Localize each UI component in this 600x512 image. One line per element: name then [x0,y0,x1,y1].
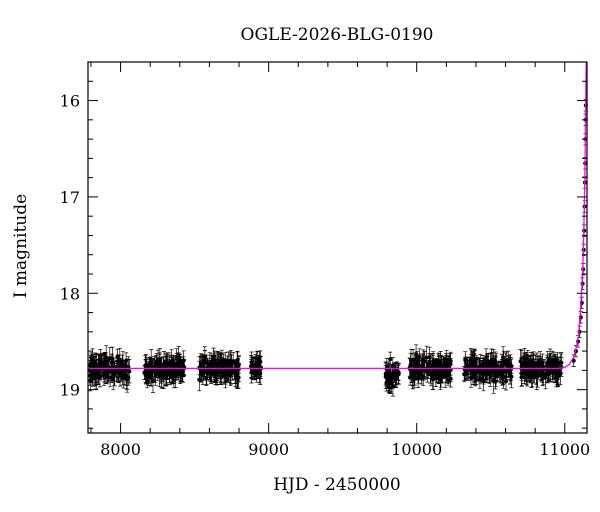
x-axis: 8000 9000 10000 11000 [90,62,590,459]
x-tick-label: 9000 [248,440,289,459]
plot-frame [87,61,588,434]
y-tick-label: 19 [60,381,80,400]
chart-title: OGLE-2026-BLG-0190 [241,25,434,45]
x-tick-label: 8000 [100,440,141,459]
y-axis-label: I magnitude [11,194,31,298]
x-tick-label: 11000 [539,440,590,459]
error-bars [87,99,588,397]
plot-area [87,61,588,434]
y-tick-label: 17 [60,188,80,207]
y-tick-label: 16 [60,92,80,111]
model-curve [88,61,587,370]
x-tick-label: 10000 [391,440,442,459]
x-axis-label: HJD - 2450000 [273,475,401,495]
y-axis: 16 17 18 19 [60,61,587,429]
y-tick-label: 18 [60,284,80,303]
data-points [87,99,588,397]
